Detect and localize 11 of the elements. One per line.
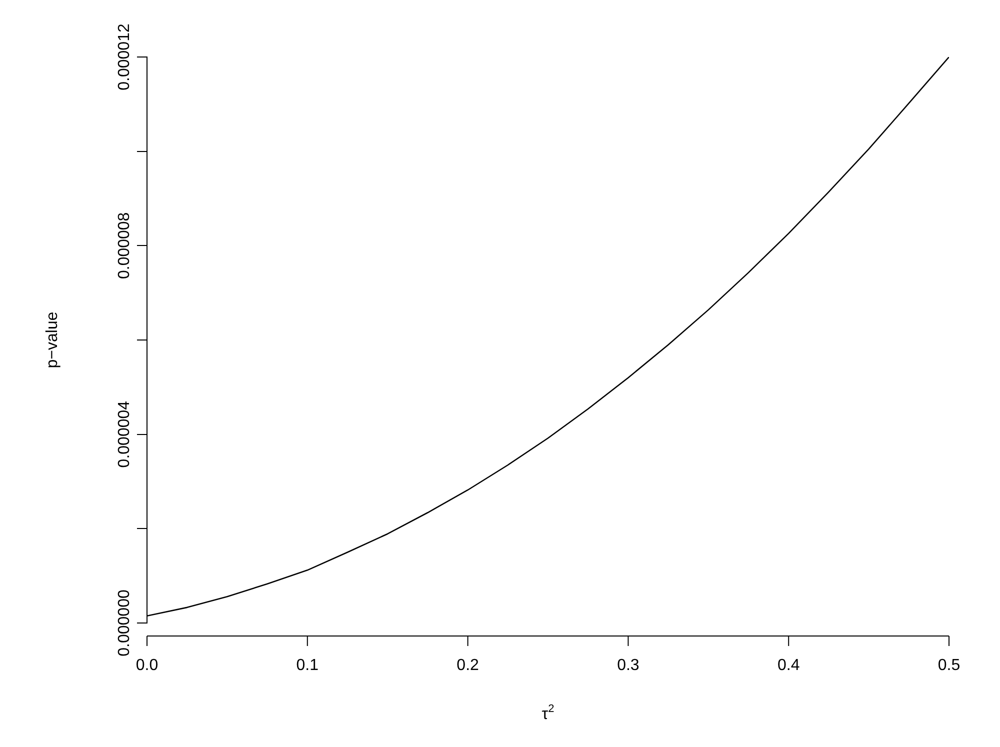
y-axis-title: p−value bbox=[44, 312, 61, 368]
x-tick-label: 0.3 bbox=[617, 657, 640, 674]
x-tick-label: 0.0 bbox=[136, 657, 158, 674]
y-tick-label: 0.000004 bbox=[116, 400, 133, 468]
y-tick-label: 0.000012 bbox=[116, 24, 133, 90]
x-tick-label: 0.5 bbox=[938, 657, 960, 674]
y-tick-label: 0.000008 bbox=[116, 212, 133, 280]
x-tick-label: 0.2 bbox=[456, 657, 480, 674]
x-tick-label: 0.1 bbox=[296, 657, 319, 674]
x-tick-label: 0.4 bbox=[777, 657, 800, 674]
y-tick-label: 0.000000 bbox=[116, 590, 133, 656]
